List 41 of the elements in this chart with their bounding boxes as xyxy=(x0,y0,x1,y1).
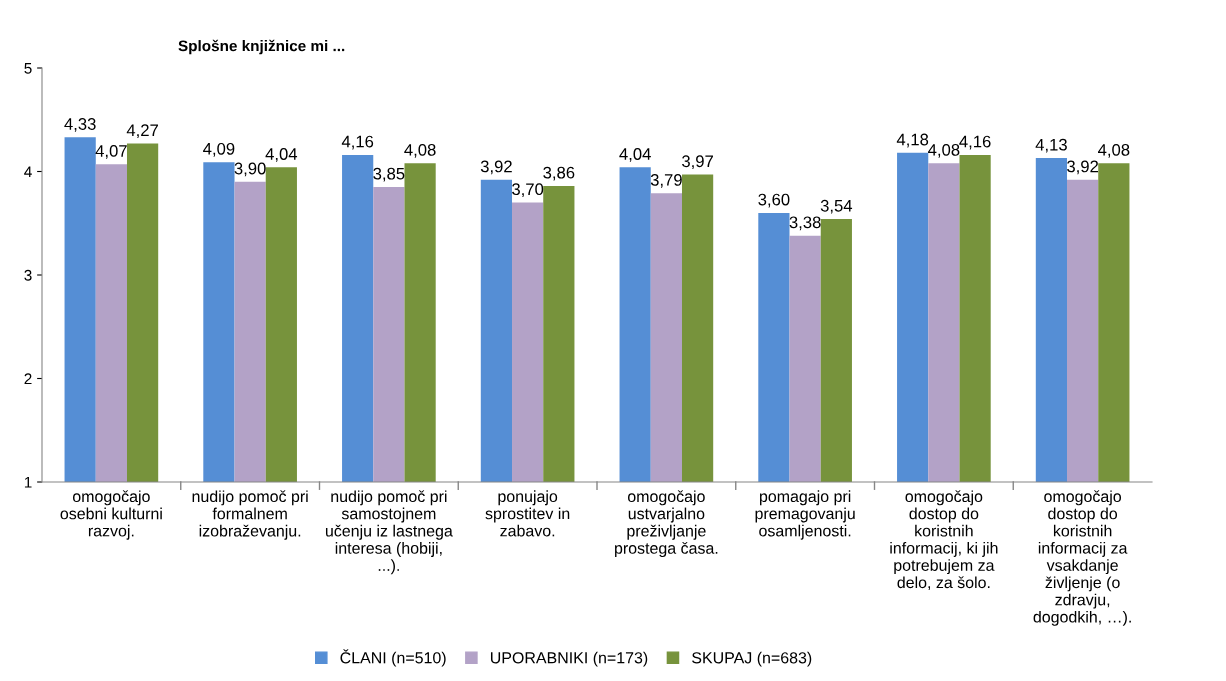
data-label: 4,08 xyxy=(1098,143,1130,158)
data-label: 4,16 xyxy=(341,135,374,150)
x-tick-label: nudijo pomoč pri formalnem izobraževanju. xyxy=(192,490,308,540)
data-label: 4,27 xyxy=(126,124,158,139)
y-tick-label: 3 xyxy=(24,269,32,281)
data-label: 4,08 xyxy=(928,143,960,158)
x-tick-label: ponujajo sprostitev in zabavo. xyxy=(485,490,570,537)
x-tick-label: omogočajo dostop do koristnih informacij za vsakdanje življenje (o zdravju, dogodkih, …). xyxy=(1033,490,1131,626)
legend-label: ČLANI (n=510) xyxy=(340,649,446,667)
data-label: 3,70 xyxy=(512,183,544,198)
data-label: 3,85 xyxy=(373,167,405,182)
x-tick-label: pomagajo pri premagovanju osamljenosti. xyxy=(755,490,855,540)
data-label: 4,09 xyxy=(203,142,235,157)
y-tick-label: 1 xyxy=(24,477,32,488)
data-label: 3,97 xyxy=(682,155,713,170)
y-tick-label: 4 xyxy=(24,166,32,178)
data-label: 3,92 xyxy=(480,160,512,175)
data-label: 4,07 xyxy=(95,144,127,159)
data-label: 3,60 xyxy=(758,193,790,208)
data-label: 3,38 xyxy=(789,216,821,231)
data-label: 3,79 xyxy=(650,173,682,188)
y-tick-label: 2 xyxy=(24,373,32,385)
data-label: 4,04 xyxy=(619,148,651,162)
data-label: 4,33 xyxy=(64,118,96,132)
x-tick-label: omogočajo osebni kulturni razvoj. xyxy=(60,490,162,540)
data-label: 4,16 xyxy=(959,135,991,150)
data-label: 3,92 xyxy=(1067,160,1099,175)
data-label: 4,13 xyxy=(1035,138,1067,153)
data-label: 4,08 xyxy=(404,143,436,158)
data-label: 3,54 xyxy=(820,199,853,214)
data-label: 4,04 xyxy=(265,148,298,162)
legend-label: SKUPAJ (n=683) xyxy=(692,651,812,667)
data-label: 4,18 xyxy=(896,133,929,148)
x-tick-label: nudijo pomoč pri samostojnem učenju iz lastnega interesa (hobiji, ...). xyxy=(325,490,453,575)
x-tick-label: omogočajo ustvarjalno preživljanje prostega časa. xyxy=(615,490,718,558)
data-label: 3,90 xyxy=(234,162,266,177)
legend-label: UPORABNIKI (n=173) xyxy=(490,651,648,667)
x-tick-label: omogočajo dostop do koristnih informacij, ki jih potrebujem za delo, za šolo. xyxy=(890,490,998,591)
chart-title: Splošne knjižnice mi ... xyxy=(178,39,345,55)
data-label: 3,86 xyxy=(543,166,575,181)
y-tick-label: 5 xyxy=(24,63,32,74)
